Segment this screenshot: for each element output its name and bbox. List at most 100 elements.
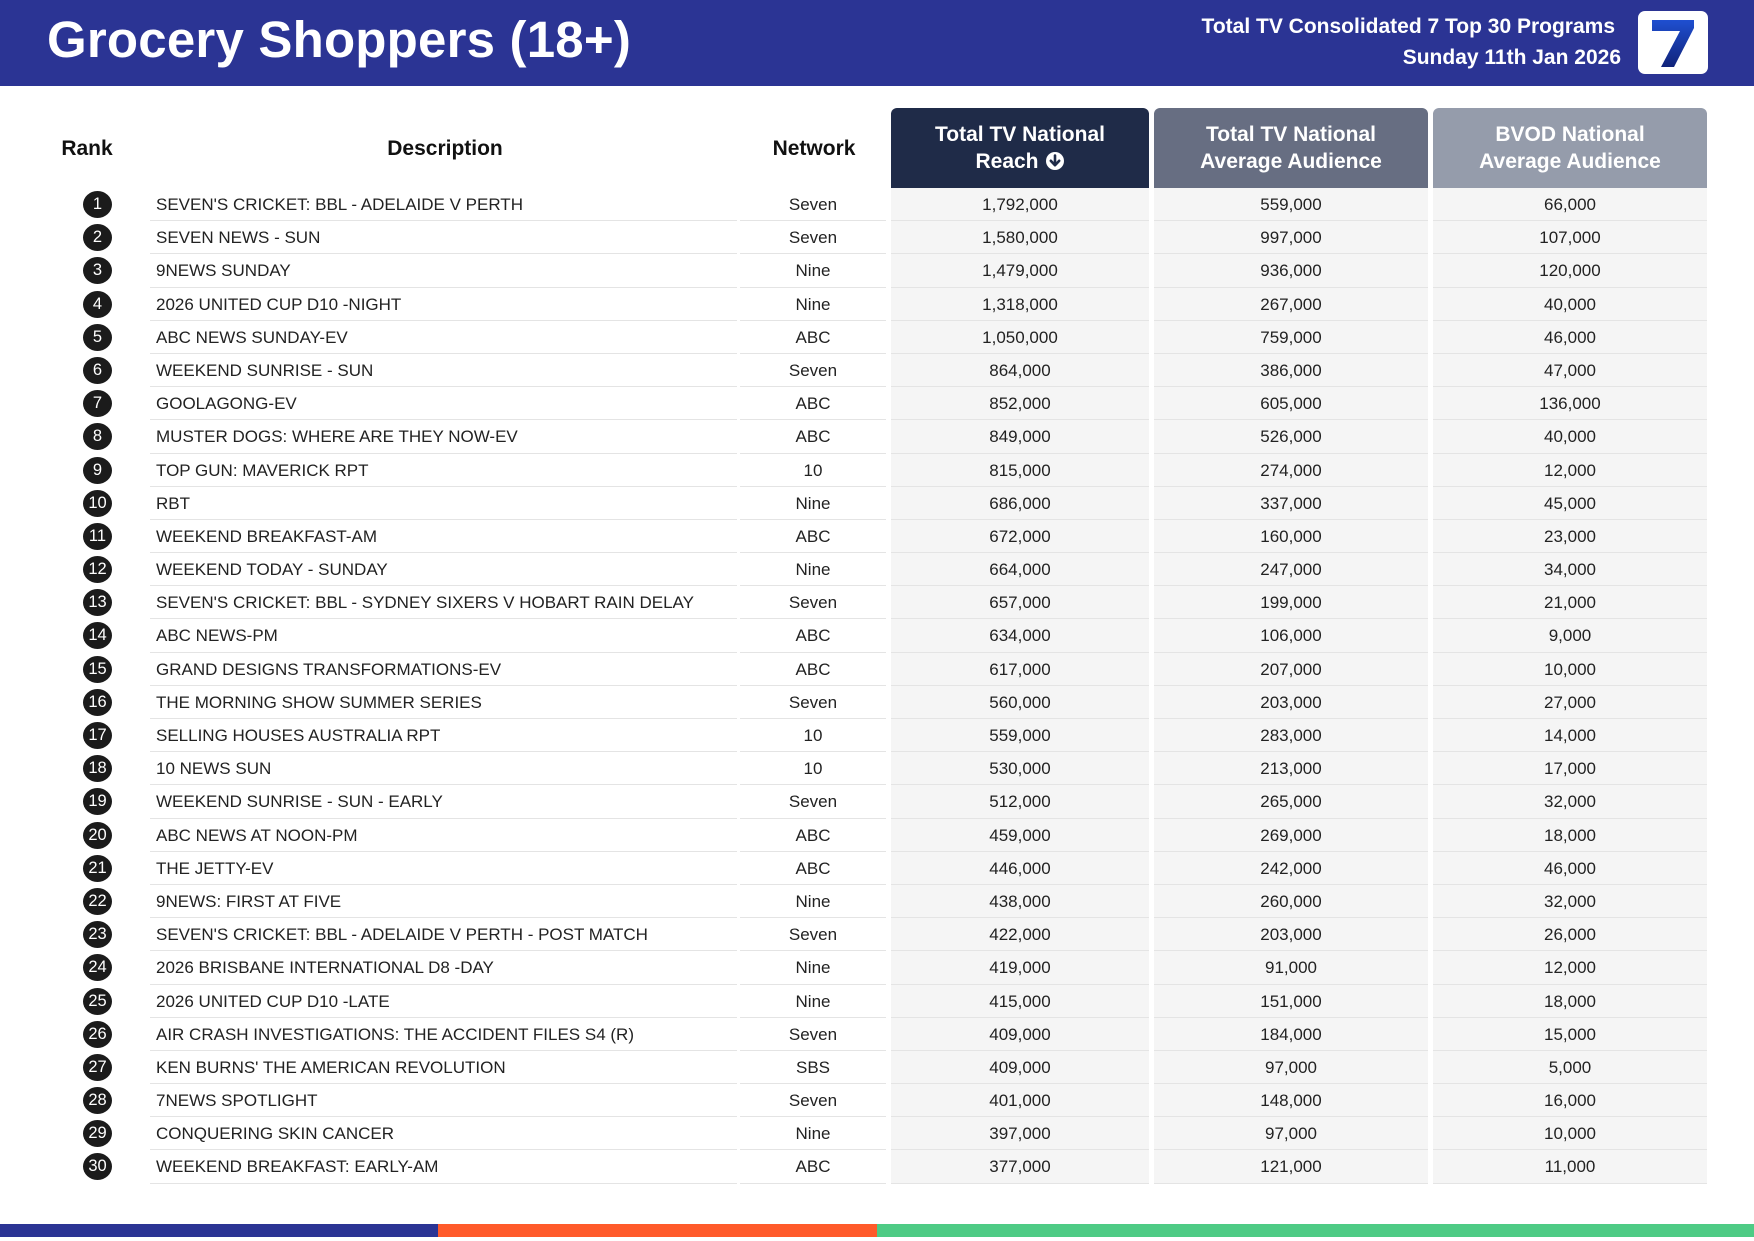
bvod-audience-cell: 16,000 bbox=[1433, 1084, 1707, 1118]
network-cell: Seven bbox=[740, 785, 886, 819]
average-audience-cell: 91,000 bbox=[1154, 951, 1428, 985]
average-audience-cell: 203,000 bbox=[1154, 918, 1428, 952]
network-cell: ABC bbox=[740, 520, 886, 554]
average-audience-cell: 526,000 bbox=[1154, 420, 1428, 454]
table-row: 14 ABC NEWS-PM ABC 634,000 106,000 9,000 bbox=[0, 619, 1754, 653]
program-description: WEEKEND SUNRISE - SUN bbox=[150, 354, 737, 388]
average-audience-cell: 121,000 bbox=[1154, 1150, 1428, 1184]
reach-cell: 864,000 bbox=[891, 354, 1149, 388]
reach-cell: 1,792,000 bbox=[891, 188, 1149, 222]
network-cell: ABC bbox=[740, 321, 886, 354]
footer-bar-green bbox=[877, 1224, 1754, 1237]
bvod-audience-cell: 26,000 bbox=[1433, 918, 1707, 952]
bvod-audience-cell: 17,000 bbox=[1433, 752, 1707, 786]
bvod-audience-cell: 40,000 bbox=[1433, 288, 1707, 321]
program-description: ABC NEWS AT NOON-PM bbox=[150, 819, 737, 852]
reach-cell: 419,000 bbox=[891, 951, 1149, 985]
table-row: 8 MUSTER DOGS: WHERE ARE THEY NOW-EV ABC 84… bbox=[0, 420, 1754, 454]
network-cell: ABC bbox=[740, 852, 886, 885]
rank-badge: 16 bbox=[83, 688, 112, 716]
bvod-audience-cell: 9,000 bbox=[1433, 619, 1707, 653]
rank-badge: 17 bbox=[83, 722, 112, 749]
bvod-audience-cell: 12,000 bbox=[1433, 454, 1707, 487]
rank-badge: 7 bbox=[83, 390, 112, 418]
header-banner: Grocery Shoppers (18+) Total TV Consolid… bbox=[0, 0, 1754, 86]
reach-cell: 446,000 bbox=[891, 852, 1149, 885]
column-header-reach[interactable]: Total TV National Reach bbox=[891, 108, 1149, 188]
average-audience-cell: 151,000 bbox=[1154, 985, 1428, 1018]
table-row: 1 SEVEN'S CRICKET: BBL - ADELAIDE V PERTH… bbox=[0, 188, 1754, 222]
program-description: 2026 BRISBANE INTERNATIONAL D8 -DAY bbox=[150, 951, 737, 985]
rank-badge: 13 bbox=[83, 589, 112, 617]
bvod-audience-cell: 23,000 bbox=[1433, 520, 1707, 554]
network-cell: ABC bbox=[740, 619, 886, 653]
reach-cell: 530,000 bbox=[891, 752, 1149, 786]
program-description: TOP GUN: MAVERICK RPT bbox=[150, 454, 737, 487]
average-audience-cell: 106,000 bbox=[1154, 619, 1428, 653]
program-description: THE MORNING SHOW SUMMER SERIES bbox=[150, 686, 737, 719]
bvod-audience-cell: 15,000 bbox=[1433, 1018, 1707, 1051]
average-audience-cell: 269,000 bbox=[1154, 819, 1428, 852]
average-audience-cell: 605,000 bbox=[1154, 387, 1428, 421]
rank-badge: 22 bbox=[83, 887, 112, 915]
table-row: 25 2026 UNITED CUP D10 -LATE Nine 415,000 15… bbox=[0, 985, 1754, 1018]
network-cell: ABC bbox=[740, 819, 886, 852]
table-row: 7 GOOLAGONG-EV ABC 852,000 605,000 136,000 bbox=[0, 387, 1754, 421]
rank-badge: 5 bbox=[83, 323, 112, 351]
program-description: SEVEN NEWS - SUN bbox=[150, 221, 737, 255]
program-description: 9NEWS: FIRST AT FIVE bbox=[150, 885, 737, 919]
network-cell: ABC bbox=[740, 387, 886, 421]
program-description: WEEKEND BREAKFAST-AM bbox=[150, 520, 737, 554]
bvod-audience-cell: 66,000 bbox=[1433, 188, 1707, 222]
program-description: 7NEWS SPOTLIGHT bbox=[150, 1084, 737, 1118]
bvod-audience-cell: 46,000 bbox=[1433, 321, 1707, 354]
network-cell: 10 bbox=[740, 752, 886, 786]
bvod-audience-cell: 18,000 bbox=[1433, 819, 1707, 852]
rank-badge: 11 bbox=[83, 522, 112, 550]
reach-cell: 409,000 bbox=[891, 1051, 1149, 1085]
network-cell: Seven bbox=[740, 918, 886, 952]
bvod-audience-cell: 10,000 bbox=[1433, 1117, 1707, 1151]
bvod-audience-cell: 45,000 bbox=[1433, 487, 1707, 520]
table-row: 13 SEVEN'S CRICKET: BBL - SYDNEY SIXERS V… bbox=[0, 586, 1754, 620]
table-row: 2 SEVEN NEWS - SUN Seven 1,580,000 997,000 10… bbox=[0, 221, 1754, 255]
bvod-audience-cell: 18,000 bbox=[1433, 985, 1707, 1018]
table-row: 19 WEEKEND SUNRISE - SUN - EARLY Seven 512,… bbox=[0, 785, 1754, 819]
table-row: 6 WEEKEND SUNRISE - SUN Seven 864,000 386,00… bbox=[0, 354, 1754, 388]
reach-cell: 438,000 bbox=[891, 885, 1149, 919]
bvod-header-line1: BVOD National bbox=[1495, 123, 1645, 146]
network-cell: 10 bbox=[740, 719, 886, 753]
rank-badge: 30 bbox=[83, 1153, 112, 1181]
table-row: 12 WEEKEND TODAY - SUNDAY Nine 664,000 247,0… bbox=[0, 553, 1754, 587]
table-row: 15 GRAND DESIGNS TRANSFORMATIONS-EV ABC 617… bbox=[0, 653, 1754, 686]
column-header-bvod[interactable]: BVOD National Average Audience bbox=[1433, 108, 1707, 188]
table-row: 22 9NEWS: FIRST AT FIVE Nine 438,000 260,000… bbox=[0, 885, 1754, 919]
rank-badge: 9 bbox=[83, 456, 112, 484]
page-title: Grocery Shoppers (18+) bbox=[47, 11, 632, 68]
bvod-audience-cell: 40,000 bbox=[1433, 420, 1707, 454]
program-description: ABC NEWS SUNDAY-EV bbox=[150, 321, 737, 354]
program-description: KEN BURNS' THE AMERICAN REVOLUTION bbox=[150, 1051, 737, 1085]
network-cell: Nine bbox=[740, 553, 886, 587]
reach-cell: 559,000 bbox=[891, 719, 1149, 753]
rank-badge: 15 bbox=[83, 655, 112, 683]
rank-badge: 28 bbox=[83, 1087, 112, 1115]
reach-cell: 397,000 bbox=[891, 1117, 1149, 1151]
reach-cell: 1,318,000 bbox=[891, 288, 1149, 321]
rank-badge: 4 bbox=[83, 290, 112, 318]
network-cell: Seven bbox=[740, 1018, 886, 1051]
program-description: 2026 UNITED CUP D10 -NIGHT bbox=[150, 288, 737, 321]
bvod-audience-cell: 21,000 bbox=[1433, 586, 1707, 620]
reach-cell: 1,479,000 bbox=[891, 254, 1149, 288]
seven-logo: 7 bbox=[1638, 11, 1708, 74]
network-cell: Nine bbox=[740, 1117, 886, 1151]
reach-cell: 1,580,000 bbox=[891, 221, 1149, 255]
column-header-average-audience[interactable]: Total TV National Average Audience bbox=[1154, 108, 1428, 188]
circle-arrow-down-icon bbox=[1045, 152, 1064, 170]
reach-cell: 617,000 bbox=[891, 653, 1149, 686]
table-row: 17 SELLING HOUSES AUSTRALIA RPT 10 559,000 2… bbox=[0, 719, 1754, 753]
program-description: CONQUERING SKIN CANCER bbox=[150, 1117, 737, 1151]
table-row: 23 SEVEN'S CRICKET: BBL - ADELAIDE V PERT… bbox=[0, 918, 1754, 952]
table-row: 3 9NEWS SUNDAY Nine 1,479,000 936,000 120,000 bbox=[0, 254, 1754, 288]
reach-cell: 377,000 bbox=[891, 1150, 1149, 1184]
